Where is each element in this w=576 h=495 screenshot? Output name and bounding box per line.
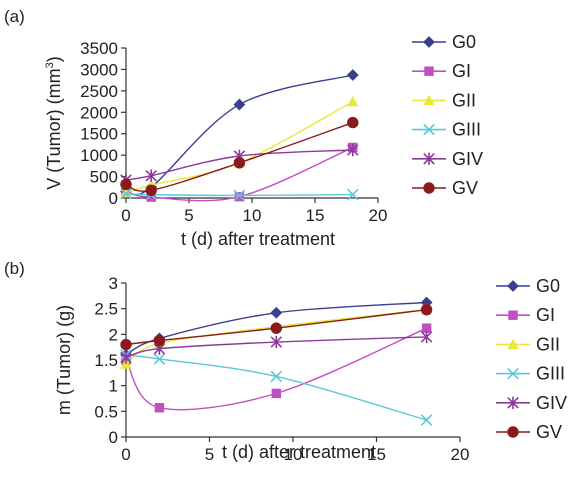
data-point-GV — [120, 338, 132, 351]
x-tick-label: 10 — [284, 445, 303, 464]
series-line-GIV — [125, 336, 427, 359]
data-point-G0 — [346, 69, 359, 81]
data-point-GI — [146, 192, 156, 202]
x-tick-label: 15 — [306, 206, 325, 225]
x-tick-label: 0 — [121, 445, 130, 464]
y-tick-label: 2 — [109, 325, 118, 344]
data-point-GV — [145, 184, 157, 196]
data-point-GIII — [153, 353, 166, 365]
data-point-GIII — [120, 187, 132, 200]
series-line-GI — [125, 146, 354, 202]
y-tick-label: 1 — [109, 377, 118, 396]
legend-marker-GII — [507, 338, 519, 350]
legend-marker-GI — [508, 310, 518, 320]
series-line-GIII — [125, 193, 353, 197]
legend-label-G0: G0 — [452, 32, 476, 52]
legend-marker-G0 — [423, 36, 435, 48]
chart-panel-b: (b) 0 0.5 1 1.5 2 2.5 3 0 5 10 15 20 t (d) after trea… — [4, 259, 567, 464]
x-tick-label: 10 — [243, 206, 262, 225]
data-point-GIII — [270, 370, 283, 383]
legend-marker-GV — [507, 426, 519, 438]
legend-label-GV: GV — [536, 422, 562, 442]
series-line-GI — [125, 327, 427, 411]
y-tick-label: 2000 — [80, 103, 118, 122]
data-point-GIII — [420, 414, 433, 426]
y-tick-label: 0 — [109, 428, 118, 447]
series-line-GV — [125, 121, 354, 192]
data-point-GIV — [420, 330, 433, 344]
legend-label-GIII: GIII — [452, 120, 481, 140]
data-point-G0 — [233, 98, 246, 111]
legend-label-GIII: GIII — [536, 364, 565, 384]
y-tick-label: 1.5 — [94, 351, 118, 370]
legend-label-GI: GI — [452, 61, 471, 81]
data-point-GIII — [233, 189, 246, 202]
legend-marker-G0 — [507, 280, 519, 292]
legend-label-GIV: GIV — [452, 149, 483, 169]
data-point-GV — [420, 303, 433, 316]
x-tick-label: 20 — [369, 206, 388, 225]
data-point-GV — [270, 322, 282, 334]
series-line-G0 — [125, 301, 427, 356]
x-tick-label: 5 — [205, 445, 214, 464]
data-point-GV — [153, 334, 166, 347]
data-point-GIII — [347, 188, 359, 201]
legend-marker-GIV — [423, 152, 435, 165]
legend-marker-GIV — [507, 396, 519, 409]
y-tick-label: 0 — [109, 189, 118, 208]
data-point-GII — [347, 95, 359, 107]
legend-marker-GI — [424, 66, 434, 76]
legend-label-GV: GV — [452, 178, 478, 198]
series-line-GIII — [125, 354, 427, 421]
y-tick-label: 3000 — [80, 60, 118, 79]
legend-marker-GIII — [423, 123, 435, 136]
data-point-GIV — [120, 351, 132, 364]
legend-marker-GIII — [507, 367, 519, 380]
y-axis-label: m (Tumor) (g) — [54, 305, 74, 415]
panel-label: (a) — [4, 7, 25, 26]
y-tick-label: 2500 — [80, 82, 118, 101]
data-point-GI — [154, 403, 165, 413]
panel-label: (b) — [4, 259, 25, 278]
data-point-GI — [271, 388, 281, 399]
data-point-G0 — [270, 306, 283, 319]
legend-label-GII: GII — [452, 90, 476, 110]
data-point-GV — [347, 116, 359, 129]
series-line-GIV — [125, 149, 353, 181]
y-tick-label: 3500 — [80, 39, 118, 58]
x-tick-label: 20 — [451, 445, 470, 464]
x-tick-label: 0 — [121, 206, 130, 225]
data-point-GI — [421, 323, 432, 333]
legend-marker-GV — [423, 182, 435, 194]
x-tick-label: 15 — [367, 445, 386, 464]
x-axis-label: t (d) after treatment — [181, 229, 335, 249]
legend-marker-GII — [423, 94, 435, 106]
data-point-GIV — [145, 169, 157, 182]
legend-label-GI: GI — [536, 305, 555, 325]
x-axis-label: t (d) after treatment — [222, 442, 376, 462]
y-tick-label: 2.5 — [94, 300, 118, 319]
x-tick-label: 5 — [184, 206, 193, 225]
data-point-GIV — [270, 335, 283, 349]
data-point-GI — [234, 192, 245, 202]
data-point-GV — [233, 157, 246, 169]
data-point-GV — [120, 178, 132, 190]
y-tick-label: 1500 — [80, 125, 118, 144]
series-line-GII — [125, 308, 427, 365]
legend-label-GIV: GIV — [536, 393, 567, 413]
y-tick-label: 1000 — [80, 146, 118, 165]
legend-label-GII: GII — [536, 334, 560, 354]
legend-label-G0: G0 — [536, 276, 560, 296]
y-axis-label: V (Tumor) (mm3) — [44, 56, 64, 189]
data-point-GIV — [347, 143, 359, 157]
y-tick-label: 0.5 — [94, 402, 118, 421]
y-tick-label: 500 — [90, 168, 118, 187]
data-point-GII — [120, 187, 132, 198]
y-tick-label: 3 — [109, 274, 118, 293]
series-line-GV — [125, 308, 427, 346]
